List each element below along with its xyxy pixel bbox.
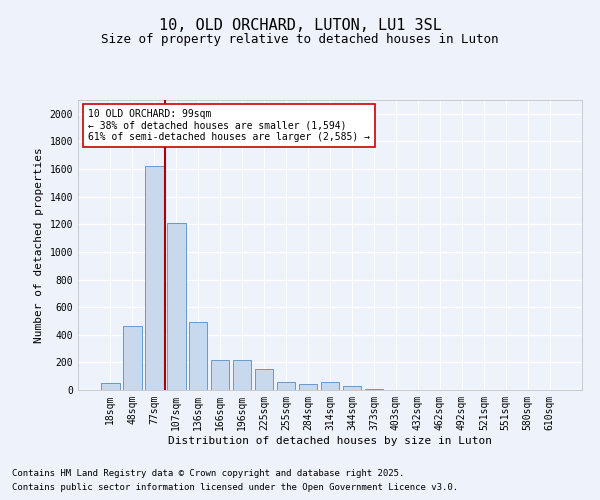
Bar	[123, 326, 142, 390]
Bar	[145, 166, 164, 390]
Bar	[320, 382, 340, 390]
Y-axis label: Number of detached properties: Number of detached properties	[34, 147, 44, 343]
Text: Contains public sector information licensed under the Open Government Licence v3: Contains public sector information licen…	[12, 484, 458, 492]
Text: Contains HM Land Registry data © Crown copyright and database right 2025.: Contains HM Land Registry data © Crown c…	[12, 468, 404, 477]
Bar	[233, 360, 251, 390]
Text: 10, OLD ORCHARD, LUTON, LU1 3SL: 10, OLD ORCHARD, LUTON, LU1 3SL	[158, 18, 442, 32]
Text: 10 OLD ORCHARD: 99sqm
← 38% of detached houses are smaller (1,594)
61% of semi-d: 10 OLD ORCHARD: 99sqm ← 38% of detached …	[88, 108, 370, 142]
Bar	[343, 386, 361, 390]
Bar	[189, 322, 208, 390]
Bar	[299, 384, 317, 390]
Bar	[277, 382, 295, 390]
Bar	[167, 223, 185, 390]
Text: Size of property relative to detached houses in Luton: Size of property relative to detached ho…	[101, 32, 499, 46]
Bar	[365, 388, 383, 390]
Bar	[101, 383, 119, 390]
Bar	[211, 360, 229, 390]
X-axis label: Distribution of detached houses by size in Luton: Distribution of detached houses by size …	[168, 436, 492, 446]
Bar	[255, 368, 274, 390]
